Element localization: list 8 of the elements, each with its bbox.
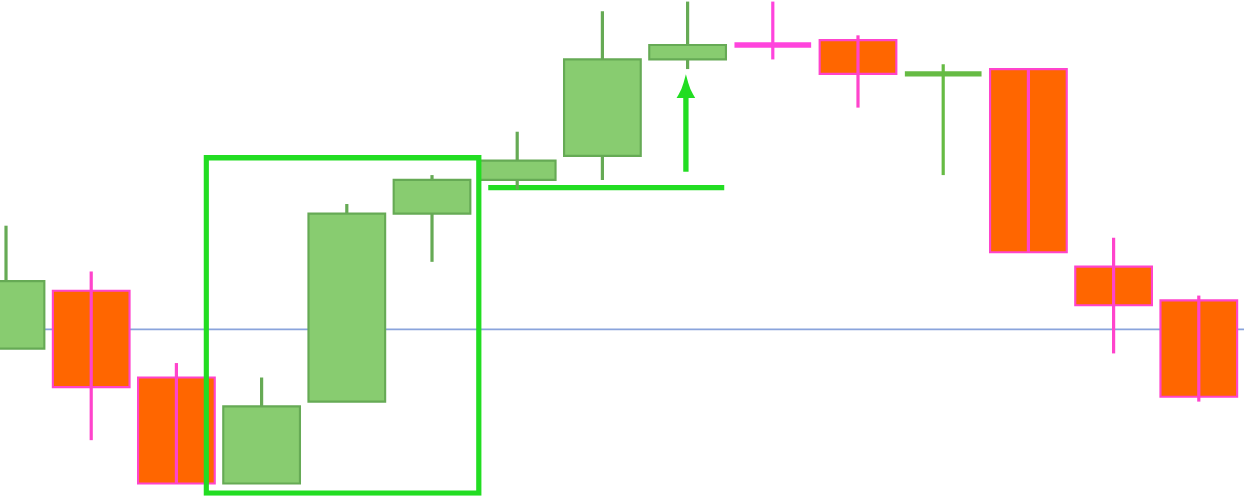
candlestick — [136, 361, 216, 486]
candlestick — [988, 67, 1068, 254]
candlestick — [818, 33, 898, 110]
candlestick — [1159, 294, 1239, 404]
candlestick — [731, 0, 814, 62]
candlestick — [51, 269, 131, 442]
candlestick — [902, 62, 985, 177]
candlestick — [1074, 236, 1154, 356]
